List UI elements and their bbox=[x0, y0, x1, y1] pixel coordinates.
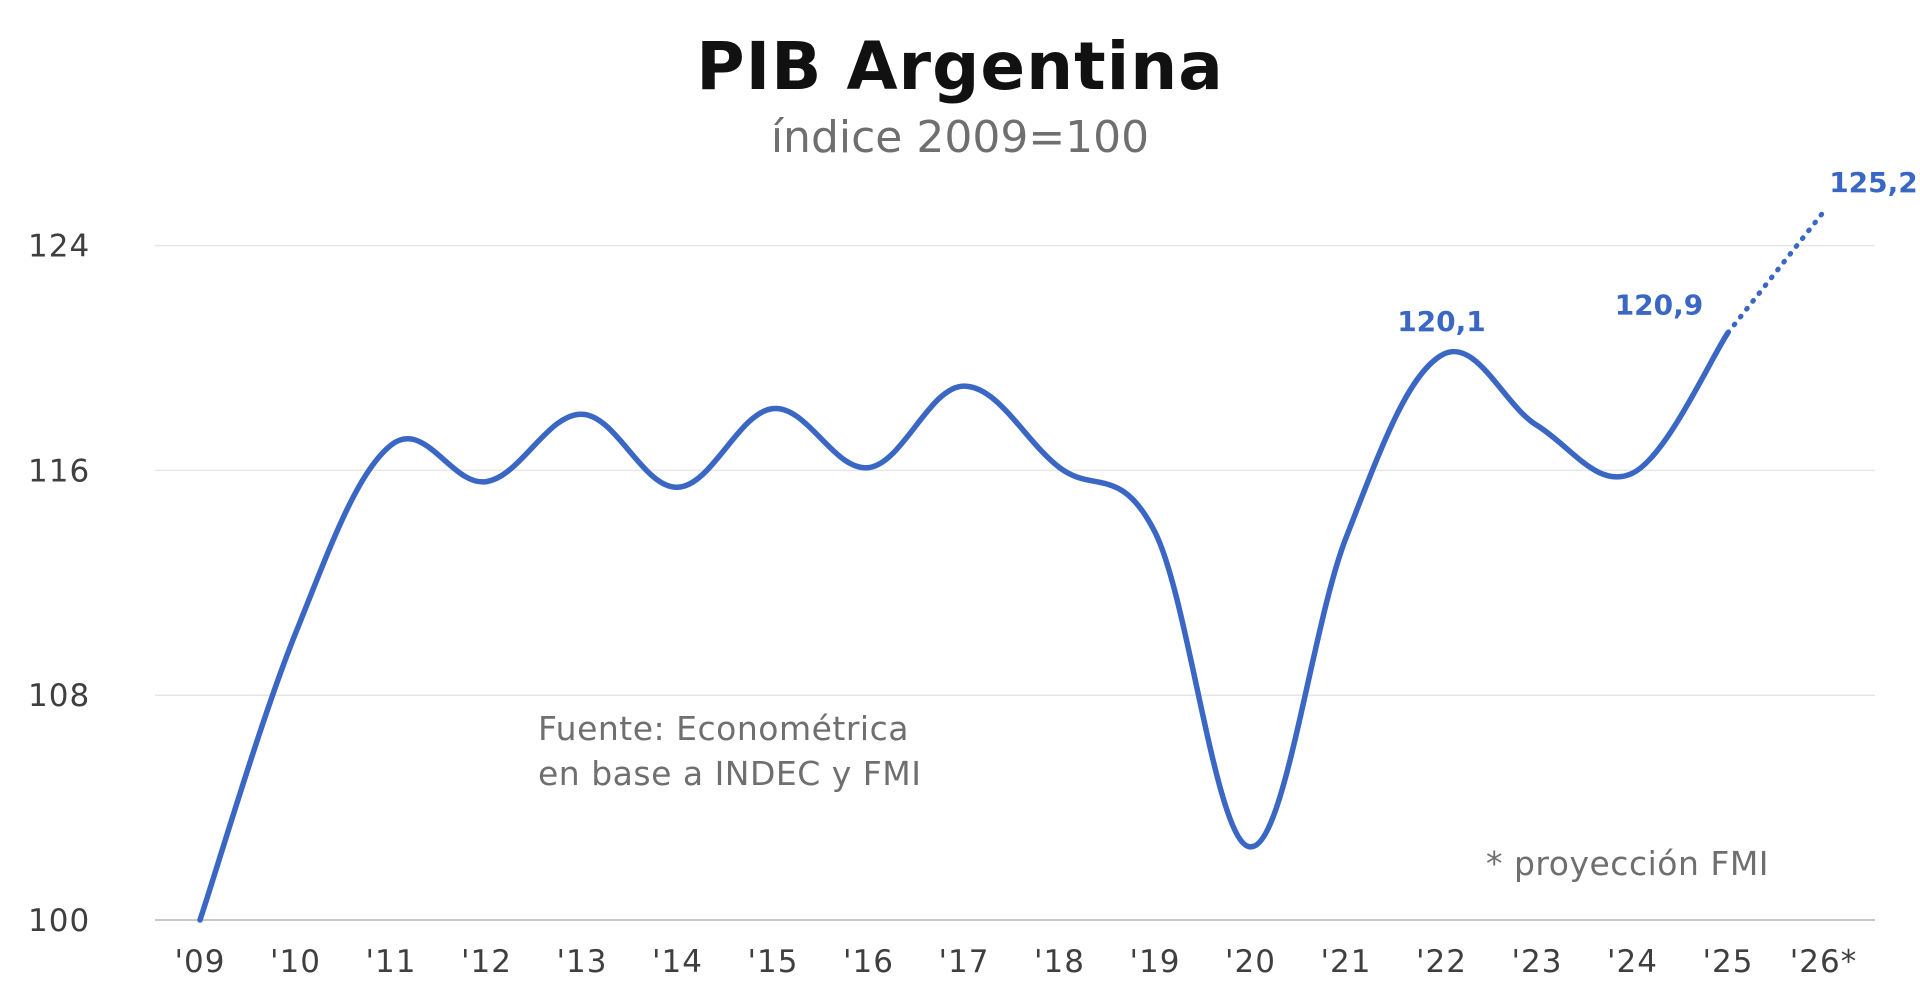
source-note: Fuente: Econométrica en base a INDEC y F… bbox=[538, 706, 922, 796]
data-labels: 120,1 120,9 125,2 bbox=[1397, 166, 1918, 338]
data-label: 125,2 bbox=[1829, 166, 1918, 199]
x-tick-label: '18 bbox=[1034, 944, 1085, 980]
x-tick-label: '14 bbox=[652, 944, 703, 980]
x-tick-label: '19 bbox=[1130, 944, 1181, 980]
x-tick-label: '17 bbox=[939, 944, 990, 980]
x-tick-label: '16 bbox=[843, 944, 894, 980]
y-tick-label: 116 bbox=[28, 453, 90, 489]
chart-subtitle: índice 2009=100 bbox=[770, 112, 1150, 163]
gridlines bbox=[155, 244, 1875, 696]
x-tick-label: '11 bbox=[366, 944, 417, 980]
source-note-line-2: en base a INDEC y FMI bbox=[538, 754, 922, 793]
x-tick-label: '24 bbox=[1607, 944, 1658, 980]
x-tick-label: '21 bbox=[1321, 944, 1372, 980]
data-label: 120,9 bbox=[1615, 289, 1704, 322]
x-tick-label: '22 bbox=[1416, 944, 1467, 980]
x-tick-label: '10 bbox=[270, 944, 321, 980]
chart-title: PIB Argentina bbox=[696, 28, 1224, 105]
x-tick-label: '13 bbox=[557, 944, 608, 980]
x-tick-label: '25 bbox=[1703, 944, 1754, 980]
x-tick-label: '15 bbox=[748, 944, 799, 980]
x-axis-ticks: '09 '10 '11 '12 '13 '14 '15 '16 '17 '18 '19 '20 '21 '… bbox=[175, 944, 1857, 980]
projection-line bbox=[1725, 209, 1826, 336]
x-tick-label: '20 bbox=[1225, 944, 1276, 980]
x-tick-label: '23 bbox=[1512, 944, 1563, 980]
source-note-line-1: Fuente: Econométrica bbox=[538, 709, 909, 748]
gdp-index-line bbox=[197, 329, 1731, 923]
x-tick-label: '09 bbox=[175, 944, 226, 980]
y-tick-label: 124 bbox=[28, 229, 90, 265]
data-label: 120,1 bbox=[1397, 305, 1486, 338]
y-tick-label: 100 bbox=[28, 903, 90, 939]
x-tick-label: '12 bbox=[461, 944, 512, 980]
y-tick-label: 108 bbox=[28, 678, 90, 714]
x-tick-label: '26* bbox=[1790, 944, 1857, 980]
projection-footnote: * proyección FMI bbox=[1486, 844, 1770, 883]
series-lines bbox=[197, 209, 1826, 923]
y-axis-ticks: 100 108 116 124 bbox=[28, 229, 90, 939]
